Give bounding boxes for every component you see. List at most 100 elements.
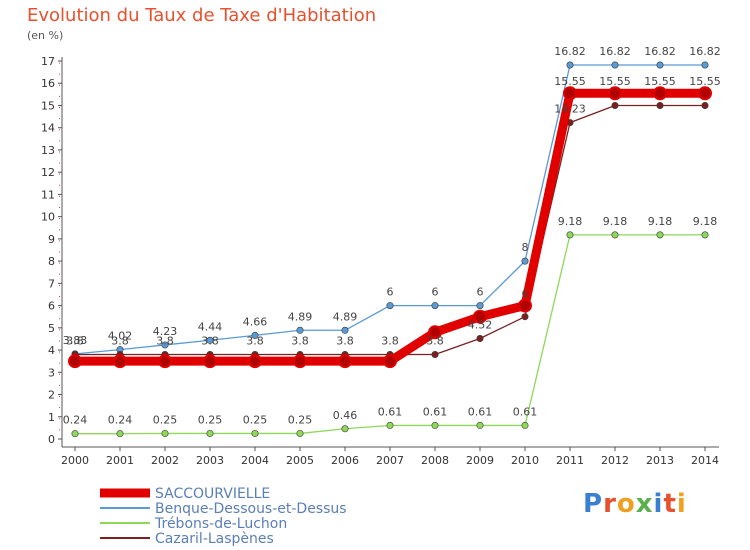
data-point [521, 257, 529, 265]
y-tick-label: 6 [48, 300, 55, 313]
data-label: 3.8 [156, 335, 174, 348]
data-point [701, 101, 709, 109]
data-point [698, 86, 712, 101]
y-tick-label: 3 [48, 366, 55, 379]
data-label: 0.61 [468, 405, 493, 418]
data-point [701, 231, 709, 239]
data-label: 0.25 [198, 413, 223, 426]
data-label: 0.61 [513, 405, 538, 418]
x-tick-label: 2002 [151, 454, 179, 467]
logo-letter: i [676, 489, 687, 519]
data-label: 4.89 [333, 310, 358, 323]
data-point [341, 425, 349, 433]
logo-letter: t [663, 489, 677, 519]
y-tick-label: 13 [41, 144, 55, 157]
y-tick-label: 9 [48, 233, 55, 246]
data-label: 0.25 [288, 413, 313, 426]
y-tick-label: 11 [41, 188, 55, 201]
x-tick-label: 2004 [241, 454, 269, 467]
data-point [563, 86, 577, 101]
data-point [653, 86, 667, 101]
data-label: 0.25 [243, 413, 268, 426]
data-label: 3.8 [426, 335, 444, 348]
data-label: 9.18 [558, 215, 583, 228]
data-point [611, 61, 619, 69]
y-tick-label: 12 [41, 166, 55, 179]
data-label: 3.8 [246, 335, 264, 348]
data-label: 15.55 [599, 75, 631, 88]
x-tick-label: 2007 [376, 454, 404, 467]
x-tick-label: 2005 [286, 454, 314, 467]
x-tick-label: 2006 [331, 454, 359, 467]
x-tick-label: 2000 [61, 454, 89, 467]
data-point [656, 231, 664, 239]
logo-letter: i [653, 489, 664, 519]
data-point [428, 325, 442, 340]
data-point [296, 429, 304, 437]
data-point [296, 326, 304, 334]
data-label: 3.8 [111, 335, 129, 348]
y-tick-label: 16 [41, 77, 55, 90]
logo-letter: o [616, 489, 636, 519]
data-label: 3.83 [63, 334, 88, 347]
data-label: 0.24 [63, 414, 88, 427]
x-tick-label: 2001 [106, 454, 134, 467]
legend-label: SACCOURVIELLE [155, 486, 270, 502]
logo-letter: r [603, 489, 617, 519]
data-point [611, 101, 619, 109]
data-point [248, 354, 262, 369]
data-point [701, 61, 709, 69]
data-label: 6 [387, 286, 394, 299]
data-label: 9.18 [648, 215, 673, 228]
data-point [158, 354, 172, 369]
data-point [161, 429, 169, 437]
legend-label: Benque-Dessous-et-Dessus [155, 501, 347, 517]
data-point [206, 336, 214, 344]
data-point [161, 341, 169, 349]
data-label: 3.8 [381, 335, 399, 348]
y-tick-label: 17 [41, 55, 55, 68]
data-point [203, 354, 217, 369]
y-tick-label: 7 [48, 277, 55, 290]
data-point [521, 421, 529, 429]
series-line [74, 64, 706, 355]
y-tick-label: 8 [48, 255, 55, 268]
data-point [431, 302, 439, 310]
data-point [473, 309, 487, 324]
data-point [206, 429, 214, 437]
data-label: 4.23 [153, 325, 178, 338]
y-tick-label: 1 [48, 411, 55, 424]
data-label: 15.55 [554, 75, 586, 88]
x-tick-label: 2012 [601, 454, 629, 467]
data-label: 0.46 [333, 409, 358, 422]
data-label: 4.89 [288, 310, 313, 323]
x-tick-label: 2008 [421, 454, 449, 467]
series-line [74, 104, 706, 356]
data-point [113, 354, 127, 369]
x-tick-label: 2011 [556, 454, 584, 467]
data-label: 6 [432, 286, 439, 299]
x-tick-label: 2013 [646, 454, 674, 467]
legend-label: Cazaril-Laspènes [155, 531, 274, 547]
data-label: 16.82 [599, 45, 631, 58]
data-label: 0.61 [378, 405, 403, 418]
y-tick-label: 14 [41, 122, 55, 135]
proxiti-logo: Proxiti [583, 489, 687, 519]
logo-letter: x [635, 489, 654, 519]
data-point [566, 231, 574, 239]
data-point [386, 421, 394, 429]
data-label: 4.02 [108, 330, 133, 343]
data-point [251, 331, 259, 339]
data-label: 4.52 [468, 318, 493, 331]
data-point [656, 61, 664, 69]
data-label: 3.8 [291, 335, 309, 348]
data-label: 15.55 [689, 75, 721, 88]
data-label: 8 [522, 241, 529, 254]
data-label: 0.24 [108, 414, 133, 427]
data-point [476, 421, 484, 429]
data-label: 6 [477, 286, 484, 299]
data-label: 4.66 [243, 315, 268, 328]
data-point [68, 354, 82, 369]
logo-letter: P [583, 489, 604, 519]
